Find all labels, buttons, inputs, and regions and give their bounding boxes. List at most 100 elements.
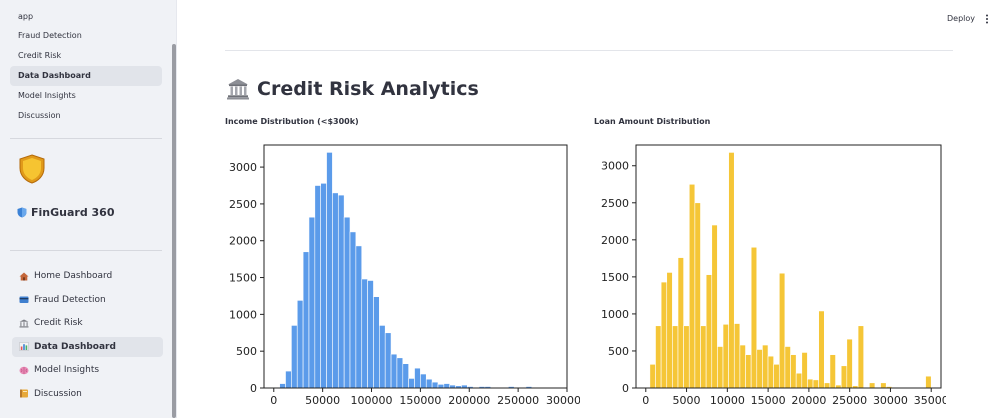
histogram-bar	[437, 384, 445, 389]
histogram-bar	[677, 257, 684, 389]
header-divider	[225, 50, 953, 51]
histogram-bar	[349, 231, 357, 389]
brand: FinGuard 360	[17, 206, 115, 219]
histogram-bar	[683, 325, 690, 389]
histogram-bar	[840, 365, 848, 389]
deploy-button[interactable]: Deploy	[947, 14, 976, 23]
sidebar-divider	[10, 138, 162, 139]
histogram-bar	[443, 383, 451, 389]
brain-icon	[19, 366, 29, 375]
histogram-bar	[425, 378, 433, 389]
x-tick-label: 250000	[497, 394, 539, 407]
y-tick-label: 3000	[601, 160, 629, 173]
histogram-bar	[337, 194, 345, 389]
chart-title-loan: Loan Amount Distribution	[594, 117, 711, 126]
y-tick-label: 0	[622, 382, 629, 395]
page-link-model-insights[interactable]: Model Insights	[18, 91, 76, 100]
plot-frame	[635, 144, 942, 389]
histogram-bar	[332, 192, 339, 389]
histogram-bar	[649, 363, 656, 389]
histogram-bar	[660, 281, 668, 389]
histogram-bar	[705, 274, 713, 389]
blue-shield-icon	[17, 207, 27, 218]
nav-label: Credit Risk	[34, 318, 83, 329]
page-link-data-dashboard[interactable]: Data Dashboard	[10, 66, 162, 86]
y-tick-label: 500	[236, 345, 257, 358]
histogram-bar	[773, 363, 780, 389]
histogram-bar	[326, 152, 333, 389]
histogram-bar	[320, 182, 327, 389]
x-tick-label: 150000	[399, 394, 441, 407]
page-title: Credit Risk Analytics	[227, 78, 479, 100]
nav-home-dashboard[interactable]: Home Dashboard	[12, 266, 163, 286]
credit-card-icon	[19, 296, 29, 304]
histogram-bar	[756, 349, 763, 389]
more-options-icon[interactable]	[985, 14, 989, 24]
histogram-bar	[291, 325, 298, 389]
histogram-bar	[824, 382, 831, 389]
histogram-bar	[807, 378, 814, 389]
histogram-bar	[717, 346, 724, 389]
histogram-bar	[279, 383, 286, 389]
bank-icon	[19, 319, 29, 328]
brand-name: FinGuard 360	[31, 206, 115, 219]
y-tick-label: 3000	[229, 161, 257, 174]
y-tick-label: 0	[250, 382, 257, 395]
histogram-bar	[666, 272, 673, 389]
histogram-bar	[379, 325, 386, 389]
y-tick-label: 1500	[229, 272, 257, 285]
nav-model-insights[interactable]: Model Insights	[12, 360, 163, 380]
histogram-bar	[408, 378, 415, 389]
nav-fraud-detection[interactable]: Fraud Detection	[12, 290, 163, 310]
nav-label: Home Dashboard	[34, 271, 113, 281]
sidebar-scrollbar[interactable]	[172, 44, 176, 418]
histogram-bar	[733, 323, 741, 389]
histogram-bar	[355, 245, 363, 389]
x-tick-label: 50000	[305, 394, 340, 407]
histogram-bar	[361, 278, 368, 389]
page-link-credit-risk[interactable]: Credit Risk	[18, 51, 62, 60]
histogram-bar	[414, 367, 421, 389]
histogram-bar	[420, 373, 427, 389]
y-tick-label: 2000	[601, 234, 629, 247]
histogram-bar	[857, 325, 864, 389]
histogram-bar	[880, 382, 887, 389]
x-tick-label: 100000	[351, 394, 393, 407]
bank-icon	[227, 79, 249, 100]
histogram-bar	[762, 344, 769, 389]
histogram-bar	[869, 382, 876, 389]
chart-title-income: Income Distribution (<$300k)	[225, 117, 359, 126]
histogram-bar	[367, 280, 374, 389]
y-tick-label: 1000	[601, 308, 629, 321]
histogram-bar	[700, 325, 707, 389]
page-title-text: Credit Risk Analytics	[257, 78, 479, 100]
page-nav: app Fraud Detection Credit Risk Data Das…	[10, 8, 162, 126]
histogram-bar	[801, 352, 808, 389]
histogram-bar	[846, 338, 853, 389]
x-tick-label: 30000	[873, 394, 908, 407]
histogram-bar	[285, 370, 292, 389]
nav-credit-risk[interactable]: Credit Risk	[12, 313, 163, 333]
histogram-bar	[694, 202, 701, 389]
nav-data-dashboard[interactable]: Data Dashboard	[12, 336, 163, 357]
x-tick-label: 20000	[791, 394, 826, 407]
histogram-bar	[402, 363, 409, 389]
page-link-fraud-detection[interactable]: Fraud Detection	[18, 31, 82, 40]
nav-label: Discussion	[34, 388, 82, 399]
x-tick-label: 35000	[914, 394, 946, 407]
histogram-bar	[829, 354, 836, 389]
x-tick-label: 15000	[751, 394, 786, 407]
page-link-app[interactable]: app	[18, 12, 34, 21]
page-link-discussion[interactable]: Discussion	[18, 111, 61, 120]
y-tick-label: 2000	[229, 235, 257, 248]
histogram-bar	[739, 344, 746, 389]
histogram-bar	[728, 152, 735, 389]
app-nav: Home Dashboard Fraud Detection Credit Ri…	[12, 266, 163, 408]
nav-discussion[interactable]: Discussion	[12, 384, 163, 404]
histogram-bar	[745, 354, 752, 389]
house-icon	[19, 272, 29, 280]
y-tick-label: 2500	[601, 197, 629, 210]
shield-logo-icon	[19, 154, 45, 184]
